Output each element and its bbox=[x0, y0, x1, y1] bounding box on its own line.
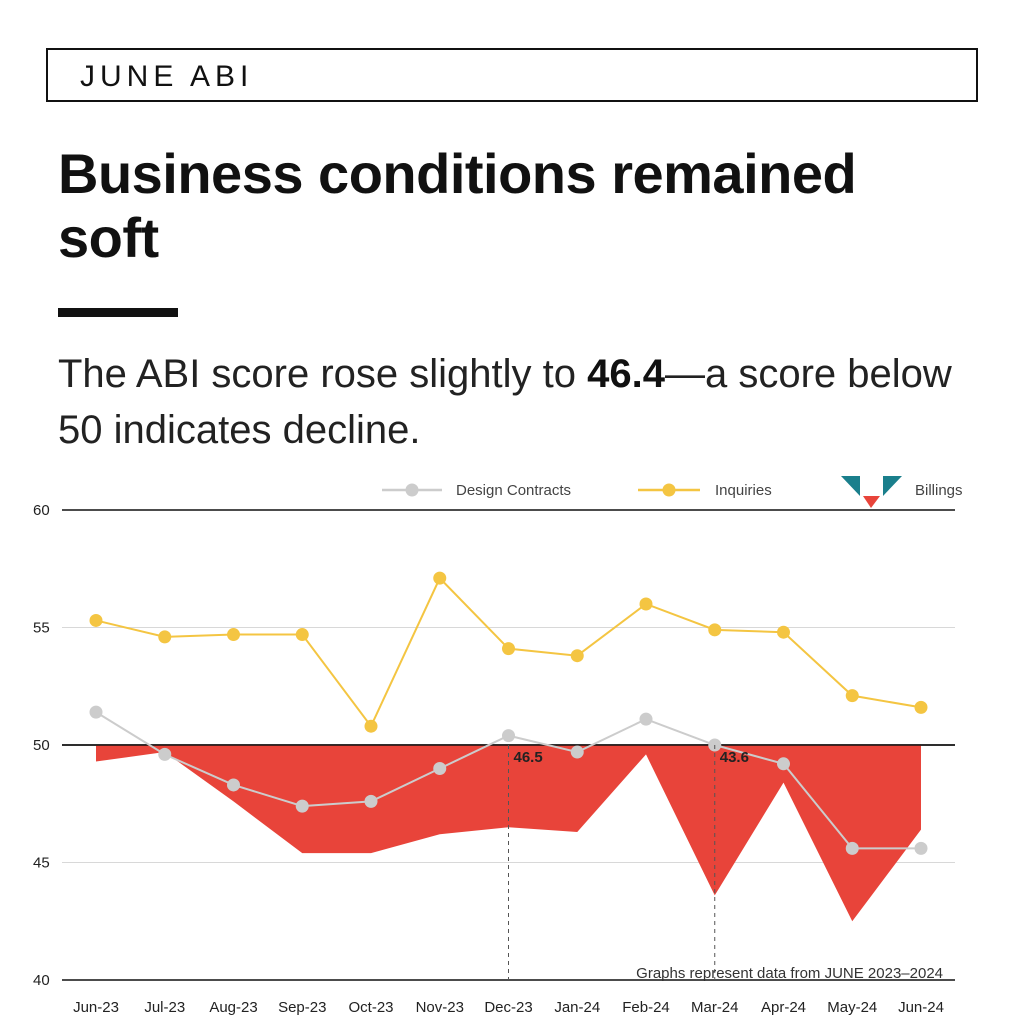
x-tick-Mar-24: Mar-24 bbox=[691, 999, 739, 1016]
x-tick-Dec-23: Dec-23 bbox=[484, 999, 532, 1016]
y-tick-40: 40 bbox=[33, 972, 50, 989]
inquiries-point-Apr-24 bbox=[777, 625, 790, 639]
subhead-after: —a score below 50 indicates decline. bbox=[58, 352, 952, 452]
legend-design-contracts-label: Design Contracts bbox=[456, 482, 571, 499]
subhead-before: The ABI score rose slightly to bbox=[58, 352, 588, 396]
x-tick-May-24: May-24 bbox=[827, 999, 877, 1016]
x-tick-Sep-23: Sep-23 bbox=[278, 999, 326, 1016]
design-contracts-point-Apr-24 bbox=[777, 757, 790, 771]
annotation-label-Dec-23: 46.5 bbox=[514, 749, 543, 766]
inquiries-point-Mar-24 bbox=[708, 623, 722, 637]
inquiries-point-Aug-23 bbox=[227, 628, 240, 642]
header-tag-box: JUNE ABI bbox=[46, 48, 978, 102]
design-contracts-point-Oct-23 bbox=[364, 794, 378, 808]
x-tick-Jun-23: Jun-23 bbox=[73, 999, 119, 1016]
annotation-label-Mar-24: 43.6 bbox=[720, 749, 749, 766]
header-tag: JUNE ABI bbox=[80, 60, 254, 93]
design-contracts-point-Jul-23 bbox=[158, 747, 172, 761]
billings-icon bbox=[841, 476, 902, 508]
billings-icon-bottom bbox=[863, 496, 880, 508]
abi-chart: 60 55 50 45 40 Jun-23 Jul-23 Aug-23 Sep-23 Oct-23… bbox=[33, 476, 963, 1016]
inquiries-point-May-24 bbox=[845, 689, 859, 703]
grid-layer: 60 55 50 45 40 Jun-23 Jul-23 Aug-23 Sep-23 Oct-23… bbox=[33, 502, 955, 1016]
legend: Design Contracts Inquiries Billings bbox=[382, 476, 963, 508]
x-tick-Nov-23: Nov-23 bbox=[416, 999, 464, 1016]
x-tick-Feb-24: Feb-24 bbox=[622, 999, 670, 1016]
inquiries-point-Jan-24 bbox=[570, 649, 584, 663]
design-contracts-point-Jan-24 bbox=[570, 745, 584, 759]
line-layer bbox=[89, 571, 928, 855]
design-contracts-point-Jun-24 bbox=[914, 841, 928, 855]
x-tick-Aug-23: Aug-23 bbox=[209, 999, 257, 1016]
inquiries-point-Feb-24 bbox=[639, 597, 653, 611]
inquiries-point-Jun-24 bbox=[914, 700, 928, 714]
subhead: The ABI score rose slightly to 46.4—a sc… bbox=[58, 346, 978, 458]
y-tick-60: 60 bbox=[33, 502, 50, 519]
legend-inquiries-label: Inquiries bbox=[715, 482, 772, 499]
legend-design-contracts-marker bbox=[405, 483, 419, 497]
y-tick-55: 55 bbox=[33, 620, 50, 637]
legend-billings-label: Billings bbox=[915, 482, 963, 499]
x-tick-Oct-23: Oct-23 bbox=[348, 999, 393, 1016]
design-contracts-point-Sep-23 bbox=[295, 799, 309, 813]
inquiries-point-Sep-23 bbox=[295, 628, 309, 642]
x-tick-Apr-24: Apr-24 bbox=[761, 999, 806, 1016]
billings-icon-left bbox=[841, 476, 860, 496]
x-tick-Jan-24: Jan-24 bbox=[554, 999, 600, 1016]
inquiries-point-Jun-23 bbox=[89, 613, 103, 627]
design-contracts-point-Dec-23 bbox=[502, 729, 515, 743]
subhead-score: 46.4 bbox=[587, 352, 665, 396]
headline-rule bbox=[58, 308, 178, 317]
design-contracts-point-Aug-23 bbox=[227, 778, 240, 792]
legend-inquiries-marker bbox=[662, 483, 676, 497]
inquiries-point-Jul-23 bbox=[158, 630, 172, 644]
x-tick-Jul-23: Jul-23 bbox=[144, 999, 185, 1016]
x-tick-Jun-24: Jun-24 bbox=[898, 999, 944, 1016]
y-tick-45: 45 bbox=[33, 855, 50, 872]
design-contracts-point-Nov-23 bbox=[433, 762, 447, 775]
inquiries-point-Oct-23 bbox=[364, 719, 378, 733]
inquiries-point-Nov-23 bbox=[433, 571, 447, 585]
y-tick-50: 50 bbox=[33, 737, 50, 754]
billings-area bbox=[96, 745, 921, 922]
inquiries-point-Dec-23 bbox=[502, 642, 515, 656]
headline: Business conditions remained soft bbox=[58, 142, 857, 269]
design-contracts-point-May-24 bbox=[845, 841, 859, 855]
design-contracts-point-Jun-23 bbox=[89, 705, 103, 719]
chart-footnote: Graphs represent data from JUNE 2023–202… bbox=[636, 965, 943, 982]
billings-icon-right bbox=[883, 476, 902, 496]
annotation-layer: 46.5 43.6 bbox=[508, 745, 749, 980]
design-contracts-point-Feb-24 bbox=[639, 712, 653, 726]
